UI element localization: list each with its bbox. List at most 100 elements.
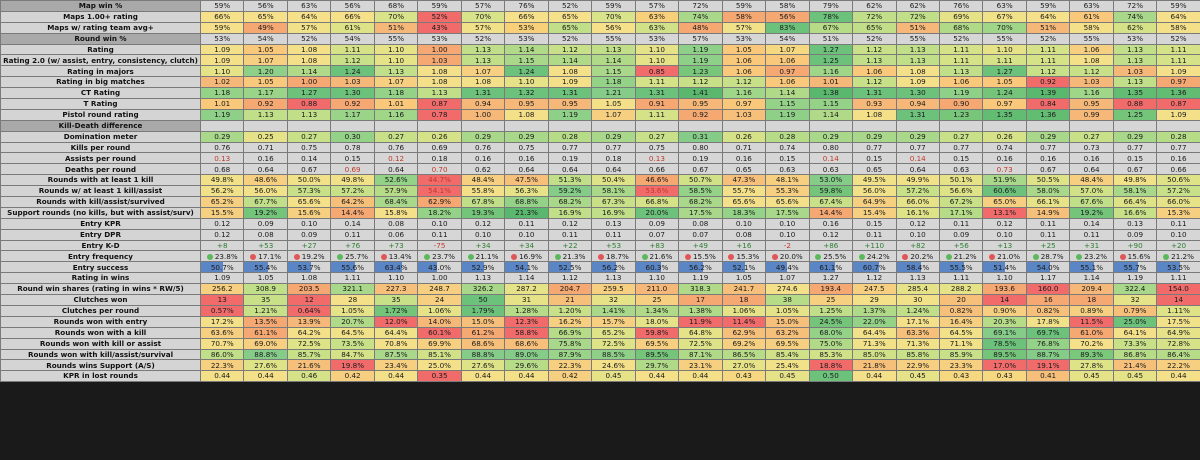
cell-value: 53.5% [1167, 262, 1190, 272]
stat-cell: 27.6% [243, 359, 288, 372]
stat-cell: 1.38 [808, 87, 854, 100]
stat-cell: 1.05 [591, 98, 636, 110]
stat-cell: 86.5% [721, 348, 767, 361]
stat-cell: -2 [765, 239, 810, 252]
stat-cell: 0.15 [852, 152, 897, 165]
stat-cell: 68% [373, 0, 419, 12]
stat-cell: 53.5% [1156, 261, 1200, 274]
stat-cell: 15.3% [1156, 206, 1200, 219]
stat-cell: 1.09 [199, 272, 245, 285]
stat-cell: 0.95 [547, 98, 593, 110]
stat-cell: 56% [591, 21, 636, 34]
stat-cell [243, 119, 288, 132]
status-dot-icon [815, 253, 822, 260]
stat-cell: 15.3% [721, 250, 767, 263]
stat-cell: 68% [938, 21, 984, 34]
row-label: Assists per round [0, 152, 201, 165]
cell-value: 61.1% [819, 262, 843, 272]
stat-cell: 0.78 [330, 141, 375, 154]
stat-cell: 63.6% [199, 326, 245, 339]
stat-cell: 19.8% [330, 359, 375, 372]
row-label: Rounds w/ at least 1 kill/assist [0, 185, 201, 198]
table-row: Kill-Death difference [0, 119, 1200, 132]
stat-cell: 66.8% [634, 196, 680, 208]
stat-cell: 22.9% [895, 359, 940, 372]
stat-cell: 0.77 [547, 141, 593, 154]
stat-cell: 1.11 [1025, 43, 1071, 56]
stat-cell: 20.0% [634, 206, 680, 219]
stat-cell: 0.63 [808, 163, 854, 176]
stat-cell: 15.7% [591, 315, 636, 328]
stat-cell: 61.2% [460, 326, 506, 339]
stat-cell: 1.14 [547, 54, 593, 67]
stat-cell: 0.14 [895, 152, 940, 165]
row-label: Rounds won with entry [0, 315, 201, 328]
stat-cell: 0.65 [852, 163, 897, 176]
stat-cell: 16.9% [547, 206, 593, 219]
stat-cell: 53% [504, 21, 549, 34]
data-bar [331, 262, 356, 272]
stat-cell: 0.10 [895, 228, 940, 241]
stat-cell: 35 [373, 294, 419, 306]
stat-cell: 1.03 [417, 54, 462, 67]
stat-cell: 69.9% [417, 337, 462, 350]
stat-cell: +53 [591, 239, 636, 252]
stat-cell: 16 [1025, 294, 1071, 306]
stat-cell: 51% [808, 32, 854, 45]
stat-cell: 1.38% [678, 304, 723, 317]
stat-cell: 0.45 [591, 370, 636, 383]
status-dot-icon [554, 253, 561, 260]
stat-cell: 64.9% [1156, 326, 1200, 339]
stat-cell: 1.39 [1025, 87, 1071, 100]
stat-cell: 49.4% [765, 261, 810, 274]
stat-cell: 56.2% [199, 185, 245, 198]
stat-cell: 69.5% [765, 337, 810, 350]
table-row: Maps w/ rating team avg+ 59% 49% 57% 61% 51% 4… [0, 21, 1200, 34]
cell-value: 17.1% [258, 251, 282, 261]
stat-cell: 0.29 [199, 130, 245, 143]
stat-cell: 1.13 [1112, 76, 1158, 89]
stat-cell: 0.65 [721, 163, 767, 176]
stat-cell: 0.92 [1025, 76, 1071, 89]
row-label: Support rounds (no kills, but with assis… [0, 206, 201, 219]
stat-cell: 69.0% [243, 337, 288, 350]
stat-cell: 54.1% [417, 185, 462, 198]
stat-cell: 0.28 [1156, 130, 1200, 143]
stat-cell: 20.2% [895, 250, 940, 263]
status-dot-icon [771, 253, 778, 260]
stat-cell: 48.6% [243, 174, 288, 187]
stat-cell: 21.4% [1112, 359, 1158, 372]
stat-cell: 66.1% [1025, 196, 1071, 208]
stat-cell: 1.03 [330, 76, 375, 89]
stat-cell: 0.10 [460, 228, 506, 241]
stat-cell: 0.29 [852, 130, 897, 143]
cell-value: 23.2% [1084, 251, 1108, 261]
stat-cell: 1.06 [938, 76, 984, 89]
stat-cell: 21.1% [460, 250, 506, 263]
stat-cell: 1.14 [808, 108, 854, 121]
stat-cell: 55% [591, 32, 636, 45]
stat-cell: 55.3% [765, 185, 810, 198]
table-row: Round win shares (rating in wins * RW/5)… [0, 283, 1200, 296]
stat-cell: 0.64 [1069, 163, 1114, 176]
status-dot-icon [1163, 253, 1170, 260]
data-bar [201, 262, 223, 272]
stat-cell: 0.16 [1069, 152, 1114, 165]
stat-cell: 51% [373, 21, 419, 34]
stat-cell: 24.2% [852, 250, 897, 263]
stat-cell: 54% [765, 32, 810, 45]
stat-cell: 20.7% [330, 315, 375, 328]
stat-cell: 62% [1112, 21, 1158, 34]
row-label: CT Rating [0, 87, 201, 100]
stat-cell: 87.1% [678, 348, 723, 361]
stat-cell: +22 [547, 239, 593, 252]
table-row: Kills per round 0.76 0.71 0.75 0.78 0.76 0.69 0… [0, 141, 1200, 154]
stat-cell: 0.27 [373, 130, 419, 143]
stat-cell: 0.66 [634, 163, 680, 176]
stat-cell: 1.10 [373, 43, 419, 56]
stat-cell: 55% [982, 32, 1027, 45]
stat-cell: 1.10 [982, 43, 1027, 56]
stat-cell: 0.11 [547, 228, 593, 241]
stat-cell: 17 [678, 294, 723, 306]
stat-cell: 1.21 [591, 87, 636, 100]
